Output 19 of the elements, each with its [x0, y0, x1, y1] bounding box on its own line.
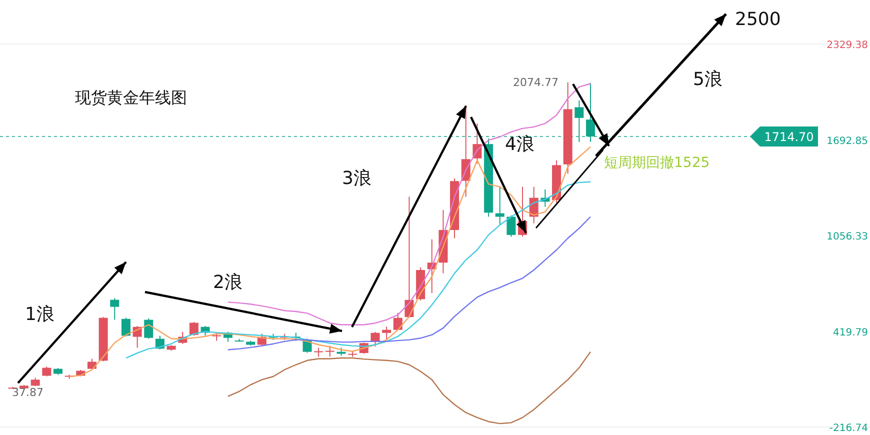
text: 现货黄金年线图: [75, 88, 187, 107]
text: 2500: [735, 9, 781, 30]
line-series: [227, 216, 592, 350]
y-tick-label: 1056.33: [826, 232, 868, 242]
y-tick-label: 1692.85: [826, 136, 868, 147]
annotation: 37.87: [12, 386, 44, 399]
ref-line-label: 1714.70: [764, 130, 814, 144]
annotation: 1浪: [25, 304, 54, 325]
y-tick-label: 2329.38: [826, 40, 868, 51]
annotation: 4浪: [505, 134, 534, 155]
text: 短周期回撤1525: [604, 155, 710, 171]
y-tick-label: 419.79: [833, 327, 868, 338]
ref-label: 1714.70: [750, 126, 818, 146]
annotation: 2074.77: [513, 76, 558, 89]
annotation: 2浪: [213, 272, 242, 293]
text: 5浪: [693, 69, 722, 90]
line-series: [227, 351, 592, 424]
annotation: 3浪: [342, 168, 372, 189]
y-tick-label: -216.74: [829, 423, 868, 434]
